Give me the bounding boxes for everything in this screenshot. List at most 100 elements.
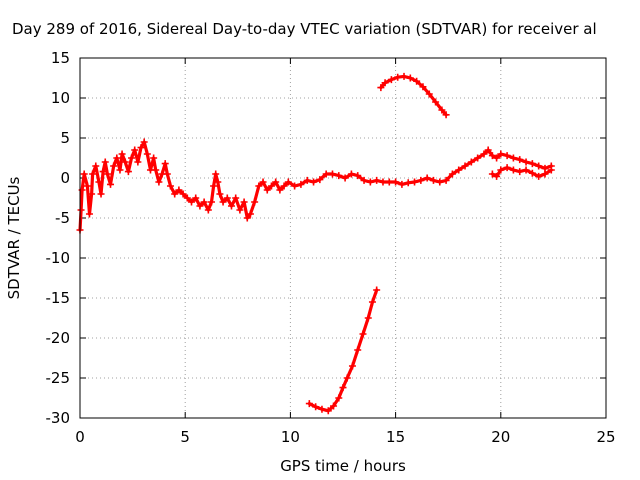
data-point <box>442 111 450 119</box>
data-point <box>208 198 215 206</box>
data-point <box>438 106 446 114</box>
data-point <box>116 166 124 174</box>
series-line <box>78 140 553 232</box>
data-point <box>175 186 183 194</box>
data-point <box>291 182 299 190</box>
data-point <box>328 170 336 178</box>
data-point <box>522 166 530 174</box>
data-point <box>360 176 368 184</box>
data-point <box>124 168 132 176</box>
data-point <box>88 190 96 198</box>
data-point <box>179 190 187 198</box>
data-point <box>364 314 372 322</box>
data-point <box>255 182 263 190</box>
data-point <box>83 182 91 190</box>
data-point <box>429 176 437 184</box>
data-point <box>373 286 381 294</box>
y-tick-label: 15 <box>51 49 70 67</box>
y-axis-label: SDTVAR / TECUs <box>5 176 23 299</box>
series-upper-arc <box>377 72 450 119</box>
data-point <box>425 90 433 98</box>
data-point <box>196 202 204 210</box>
data-point <box>398 180 406 188</box>
data-point <box>419 83 427 91</box>
data-point <box>192 194 200 202</box>
data-point <box>541 170 549 178</box>
data-point <box>423 174 431 182</box>
data-point <box>227 202 235 210</box>
data-point <box>461 162 469 170</box>
tick-labels: 0 5 10 15 20 25 -30 -25 -20 -15 -10 -5 0 5 10 15 <box>46 49 616 446</box>
data-point <box>259 178 267 186</box>
data-point <box>509 154 517 162</box>
data-point <box>216 190 224 198</box>
data-point <box>110 162 118 170</box>
data-point <box>467 158 475 166</box>
data-point <box>297 180 305 188</box>
data-point <box>150 154 158 162</box>
data-point <box>77 206 85 214</box>
data-point <box>448 170 456 178</box>
data-point <box>394 73 402 81</box>
data-point <box>284 178 292 186</box>
data-point <box>303 176 311 184</box>
data-point <box>339 384 347 392</box>
data-point <box>310 178 318 186</box>
series-line <box>307 288 379 413</box>
data-point <box>246 210 254 218</box>
data-point <box>442 176 450 184</box>
x-tick-label: 10 <box>281 428 300 446</box>
data-point <box>322 170 330 178</box>
data-point <box>137 144 145 152</box>
data-point <box>89 170 97 178</box>
data-point <box>387 76 395 84</box>
data-point <box>272 178 280 186</box>
data-point <box>404 179 412 187</box>
data-point <box>484 146 492 154</box>
data-point <box>417 176 425 184</box>
data-point <box>152 166 160 174</box>
x-tick-label: 5 <box>180 428 190 446</box>
data-point <box>516 168 524 176</box>
y-tick-label: -20 <box>46 329 71 347</box>
data-point <box>188 198 196 206</box>
data-point <box>312 403 320 411</box>
chart-title: Day 289 of 2016, Sidereal Day-to-day VTE… <box>12 20 597 38</box>
y-tick-label: 5 <box>60 129 70 147</box>
data-point <box>163 170 171 178</box>
data-point <box>528 169 536 177</box>
x-axis-label: GPS time / hours <box>280 457 406 475</box>
data-point <box>232 194 240 202</box>
data-point <box>143 150 151 158</box>
data-point <box>103 170 111 178</box>
data-point <box>509 166 517 174</box>
data-point <box>503 152 511 160</box>
data-point <box>497 166 505 174</box>
data-point <box>335 394 343 402</box>
data-point <box>503 164 511 172</box>
data-point <box>95 178 103 186</box>
data-point <box>406 74 414 82</box>
data-point <box>488 170 496 178</box>
data-point <box>107 180 115 188</box>
y-tick-label: 10 <box>51 89 70 107</box>
data-point <box>497 150 505 158</box>
data-point <box>276 186 284 194</box>
data-point <box>80 170 88 178</box>
data-point <box>488 152 496 160</box>
data-point <box>118 150 126 158</box>
data-point <box>251 198 259 206</box>
data-point <box>212 170 220 178</box>
data-point <box>101 158 109 166</box>
data-point <box>379 178 387 186</box>
y-tick-label: -5 <box>55 209 70 227</box>
data-point <box>171 190 179 198</box>
data-point <box>516 156 524 164</box>
series-tail-trace <box>488 164 555 180</box>
data-point <box>113 154 121 162</box>
plot-frame <box>79 57 607 419</box>
data-point <box>381 79 389 87</box>
data-point <box>413 77 421 85</box>
y-tick-label: -10 <box>46 249 71 267</box>
